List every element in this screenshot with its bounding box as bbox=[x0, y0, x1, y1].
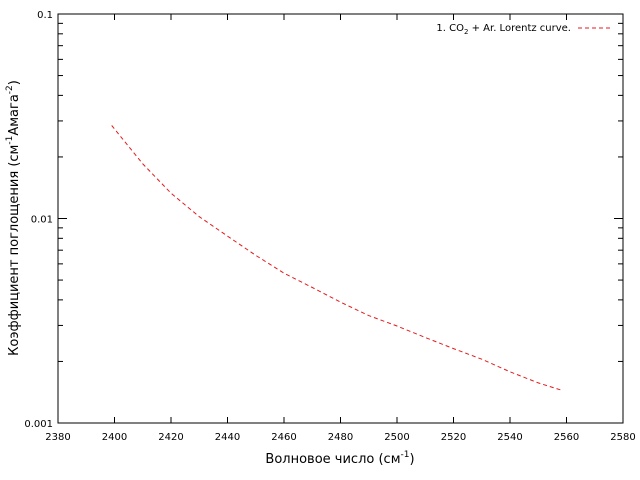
y-axis-label: Коэффициент поглощения (см-1Амага-2) bbox=[5, 80, 22, 356]
plot-frame bbox=[57, 13, 624, 424]
x-tick-label: 2480 bbox=[328, 432, 353, 443]
x-tick-label: 2420 bbox=[158, 432, 183, 443]
x-tick-label: 2440 bbox=[215, 432, 240, 443]
x-tick-label: 2560 bbox=[554, 432, 579, 443]
x-tick-label: 2540 bbox=[497, 432, 522, 443]
y-tick-label: 0.001 bbox=[24, 419, 53, 430]
y-tick-label: 0.01 bbox=[31, 215, 53, 226]
y-tick-label: 0.1 bbox=[37, 10, 53, 21]
x-axis-ticks: 2380 2400 2420 2440 2460 2480 2500 2520 2540 2560… bbox=[45, 14, 636, 443]
legend-label: 1. CO2 + Ar. Lorentz curve. bbox=[436, 23, 571, 36]
legend: 1. CO2 + Ar. Lorentz curve. bbox=[436, 23, 612, 36]
x-tick-label: 2500 bbox=[384, 432, 409, 443]
series-line bbox=[111, 125, 562, 391]
x-tick-label: 2460 bbox=[271, 432, 296, 443]
x-tick-label: 2400 bbox=[102, 432, 127, 443]
series-layer bbox=[111, 125, 562, 391]
x-tick-label: 2380 bbox=[45, 432, 70, 443]
y-axis-ticks: 0.001 0.01 0.1 bbox=[24, 10, 623, 430]
x-tick-label: 2520 bbox=[441, 432, 466, 443]
x-tick-label: 2580 bbox=[610, 432, 635, 443]
x-axis-label: Волновое число (см-1) bbox=[265, 450, 414, 467]
